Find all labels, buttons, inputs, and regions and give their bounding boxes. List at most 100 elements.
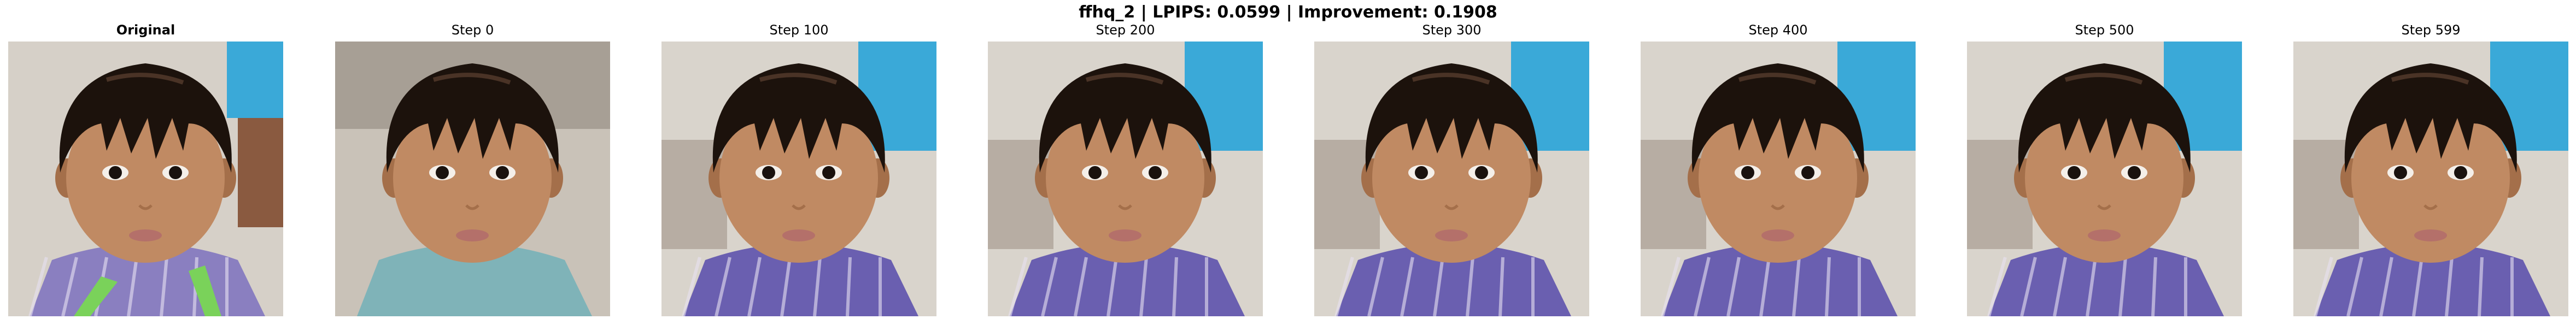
- pupil-right: [496, 166, 509, 179]
- pupil-left: [762, 166, 775, 179]
- hair-highlight: [759, 73, 838, 85]
- shirt-pattern-line: [2086, 257, 2097, 316]
- pupil-left: [2068, 166, 2081, 179]
- photo: [988, 42, 1263, 316]
- shirt-pattern-line: [2053, 257, 2067, 316]
- pupil-right: [1475, 166, 1488, 179]
- photo: [1967, 42, 2242, 316]
- photo: [8, 42, 283, 316]
- shirt: [357, 244, 592, 316]
- shirt-pattern-line: [2478, 257, 2484, 316]
- nose: [1444, 204, 1459, 210]
- shirt-pattern-line: [1400, 257, 1414, 316]
- nose: [138, 204, 153, 210]
- shirt-pattern-line: [127, 257, 138, 316]
- green-strap: [189, 265, 221, 316]
- shirt-pattern-line: [1008, 257, 1028, 316]
- shirt-pattern-line: [1661, 257, 1681, 316]
- hair: [386, 63, 559, 173]
- pupil-left: [1415, 166, 1428, 179]
- background-blue-cloth: [227, 42, 283, 118]
- nose: [2097, 204, 2111, 210]
- shirt-pattern-line: [715, 257, 731, 316]
- panel-title: Original: [116, 22, 175, 38]
- shirt-pattern-line: [1367, 257, 1384, 316]
- nose: [465, 204, 479, 210]
- shirt-pattern-line: [2379, 257, 2393, 316]
- hair: [1039, 63, 1211, 173]
- shirt-pattern-line: [1172, 257, 1178, 316]
- nose: [2423, 204, 2438, 210]
- shirt-pattern-line: [1759, 257, 1771, 316]
- shirt-pattern-line: [2118, 257, 2127, 316]
- panel-title: Step 300: [1422, 22, 1482, 38]
- hair-highlight: [106, 73, 184, 85]
- pupil-right: [1801, 166, 1814, 179]
- hair-highlight: [432, 73, 511, 85]
- hair-highlight: [1412, 73, 1490, 85]
- panel-title: Step 500: [2075, 22, 2134, 38]
- mouth: [2088, 229, 2121, 241]
- shirt-pattern-line: [1498, 257, 1504, 316]
- shirt-pattern-line: [1792, 257, 1801, 316]
- mouth: [129, 229, 162, 241]
- shirt-pattern-line: [1825, 257, 1831, 316]
- shirt-pattern-line: [1726, 257, 1741, 316]
- hair-highlight: [1738, 73, 1817, 85]
- mouth: [2414, 229, 2447, 241]
- shirt-pattern-line: [1334, 257, 1354, 316]
- shirt-pattern-line: [846, 257, 852, 316]
- photo: [1314, 42, 1589, 316]
- shirt-pattern-line: [682, 257, 701, 316]
- panel-title: Step 100: [769, 22, 829, 38]
- shirt-pattern-line: [1074, 257, 1088, 316]
- background-figure: [238, 118, 283, 227]
- hair-highlight: [1085, 73, 1164, 85]
- mouth: [456, 229, 489, 241]
- nose: [1771, 204, 1785, 210]
- hair-highlight: [2391, 73, 2469, 85]
- shirt-pattern-line: [61, 257, 78, 316]
- shirt-pattern-line: [1041, 257, 1058, 316]
- photo: [661, 42, 936, 316]
- shirt-pattern-line: [813, 257, 822, 316]
- pupil-left: [109, 166, 122, 179]
- green-strap: [74, 276, 118, 316]
- hair: [2344, 63, 2517, 173]
- hair: [59, 63, 232, 173]
- mouth: [1435, 229, 1468, 241]
- hair-highlight: [2064, 73, 2143, 85]
- shirt-pattern-line: [28, 257, 48, 316]
- panel-title: Step 0: [451, 22, 494, 38]
- shirt-pattern-line: [1139, 257, 1148, 316]
- shirt-pattern-line: [2020, 257, 2037, 316]
- nose: [792, 204, 806, 210]
- shirt-pattern-line: [1106, 257, 1118, 316]
- shirt-pattern-line: [780, 257, 792, 316]
- mouth: [782, 229, 815, 241]
- shirt: [2315, 244, 2550, 316]
- shirt-pattern-line: [2151, 257, 2157, 316]
- panel-title: Step 599: [2401, 22, 2461, 38]
- pupil-left: [2394, 166, 2407, 179]
- pupil-left: [436, 166, 449, 179]
- shirt: [1010, 244, 1245, 316]
- photo: [1641, 42, 1916, 316]
- pupil-right: [2128, 166, 2141, 179]
- shirt-pattern-line: [2412, 257, 2423, 316]
- shirt-pattern-line: [160, 257, 168, 316]
- shirt: [683, 244, 918, 316]
- nose: [1118, 204, 1132, 210]
- pupil-left: [1088, 166, 1102, 179]
- shirt-pattern-line: [2445, 257, 2454, 316]
- shirt-pattern-line: [2314, 257, 2333, 316]
- pupil-left: [1741, 166, 1754, 179]
- shirt-pattern-line: [1987, 257, 2007, 316]
- shirt-pattern-line: [1466, 257, 1474, 316]
- pupil-right: [2454, 166, 2467, 179]
- panel-title: Step 400: [1748, 22, 1808, 38]
- mouth: [1761, 229, 1794, 241]
- hair: [2018, 63, 2191, 173]
- mouth: [1109, 229, 1141, 241]
